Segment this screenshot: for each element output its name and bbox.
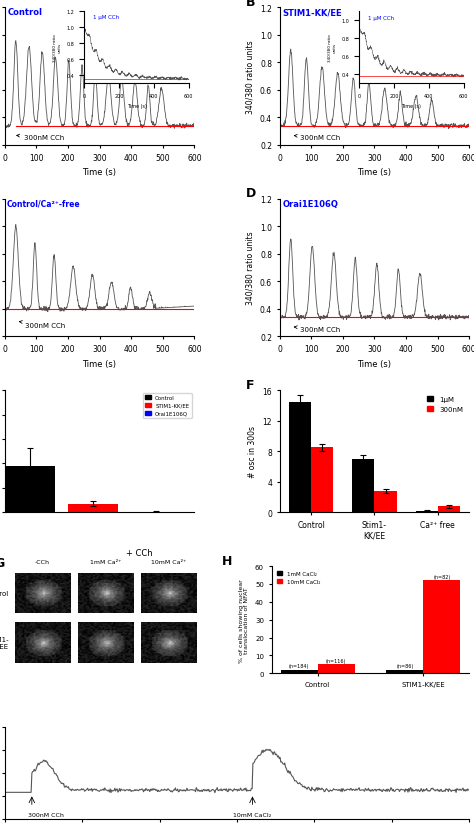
Text: F: F [246,378,254,391]
Bar [281,670,318,673]
Bar [289,402,311,513]
Bar [416,511,438,513]
Bar [438,507,460,513]
Text: STIM1-KK/EE: STIM1-KK/EE [283,8,342,17]
X-axis label: Time (s): Time (s) [357,168,392,177]
X-axis label: Time (s): Time (s) [357,359,392,368]
Text: 300nM CCh: 300nM CCh [28,812,64,817]
Bar [311,448,333,513]
Y-axis label: 340/380 ratio units: 340/380 ratio units [246,232,255,305]
Text: Control: Control [8,8,43,17]
Text: H: H [222,554,233,567]
Bar [386,670,423,673]
Text: 300nM CCh: 300nM CCh [294,136,340,141]
Text: 1mM Ca²⁺: 1mM Ca²⁺ [90,559,121,564]
Text: Control: Control [0,590,9,596]
Text: 10mM Ca²⁺: 10mM Ca²⁺ [151,559,186,564]
Y-axis label: # osc in 300s: # osc in 300s [248,426,257,478]
Text: G: G [0,557,5,570]
Text: 300nM CCh: 300nM CCh [17,135,64,141]
Text: Control/Ca²⁺-free: Control/Ca²⁺-free [6,199,80,208]
Bar [318,665,355,673]
X-axis label: Time (s): Time (s) [82,359,117,368]
Bar [352,459,374,513]
Text: + CCh: + CCh [126,547,153,557]
Text: 300nM CCh: 300nM CCh [19,321,65,328]
Text: 300nM CCh: 300nM CCh [294,327,340,332]
Legend: 1μM, 300nM: 1μM, 300nM [424,394,466,415]
X-axis label: Time (s): Time (s) [82,168,117,177]
Y-axis label: 340/380 ratio units: 340/380 ratio units [246,41,255,114]
Text: (n=116): (n=116) [326,657,346,662]
Text: (n=184): (n=184) [289,663,309,668]
Bar [374,491,397,513]
Bar [423,581,460,673]
Text: 10mM CaCl₂: 10mM CaCl₂ [233,812,271,817]
Text: D: D [246,187,256,199]
Text: (n=86): (n=86) [396,663,413,668]
Text: -CCh: -CCh [35,559,50,564]
Legend: 1mM CaCl₂, 10mM CaCl₂: 1mM CaCl₂, 10mM CaCl₂ [274,569,322,586]
Text: B: B [246,0,255,8]
Legend: Control, STIM1-KK/EE, Orai1E106Q: Control, STIM1-KK/EE, Orai1E106Q [143,394,191,418]
Bar [5,466,55,513]
Text: STIM1-
KK/EE: STIM1- KK/EE [0,636,9,649]
Y-axis label: % of cells showing nuclear
translocation of NFAT: % of cells showing nuclear translocation… [238,578,249,662]
Bar [68,504,118,513]
Text: Orai1E106Q: Orai1E106Q [283,199,339,208]
Text: (n=82): (n=82) [433,574,450,579]
